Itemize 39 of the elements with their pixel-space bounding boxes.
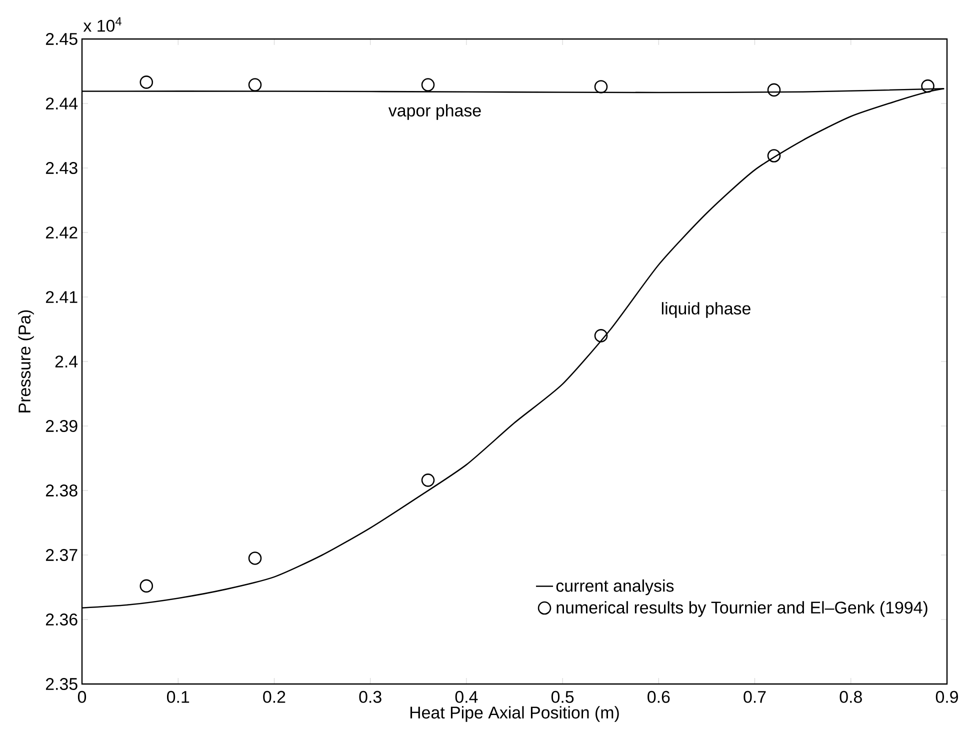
point xyxy=(140,579,154,593)
x-tick-label: 0.9 xyxy=(936,690,958,703)
y-axis-title: Pressure (Pa) xyxy=(18,310,34,412)
point xyxy=(248,78,262,92)
point xyxy=(921,79,934,93)
y-tick-label: 2.37 xyxy=(46,549,78,561)
x-tick-label: 0 xyxy=(78,690,86,703)
x-tick-label: 0.7 xyxy=(744,690,766,703)
x-tick-label: 0.8 xyxy=(840,690,862,703)
y-tick-label: 2.42 xyxy=(46,226,78,238)
y-tick-label: 2.44 xyxy=(46,98,78,110)
y-tick-label: 2.36 xyxy=(46,614,78,626)
y-tick-label: 2.41 xyxy=(46,291,78,303)
y-tick-label: 2.45 xyxy=(46,32,78,45)
point xyxy=(594,80,608,94)
x-tick-label: 0.2 xyxy=(263,690,286,703)
y-tick-label: 2.4 xyxy=(55,356,78,368)
point xyxy=(767,83,781,97)
x-tick-label: 0.3 xyxy=(359,690,382,703)
point xyxy=(421,474,435,487)
legend-label: numerical results by Tournier and El–Genk (1994) xyxy=(556,601,928,617)
x-tick-label: 0.1 xyxy=(166,690,190,703)
y-tick-label: 2.35 xyxy=(46,678,78,690)
x-tick-label: 0.5 xyxy=(551,690,574,703)
x-tick-label: 0.6 xyxy=(648,690,670,703)
point xyxy=(421,78,435,92)
annotation: liquid phase xyxy=(662,302,750,318)
y-tick-label: 2.38 xyxy=(46,484,78,496)
point xyxy=(594,329,608,342)
y-tick-label: 2.39 xyxy=(46,420,78,432)
x-axis-title: Heat Pipe Axial Position (m) xyxy=(410,706,619,722)
y-tick-label: 2.43 xyxy=(46,162,78,174)
annotation: vapor phase xyxy=(388,104,481,120)
point xyxy=(140,76,154,89)
text: x 10$^{4}$ xyxy=(83,17,122,32)
x-tick-label: 0.4 xyxy=(455,690,478,703)
point xyxy=(248,552,262,565)
point xyxy=(767,149,781,162)
legend-label: current analysis xyxy=(556,579,674,596)
